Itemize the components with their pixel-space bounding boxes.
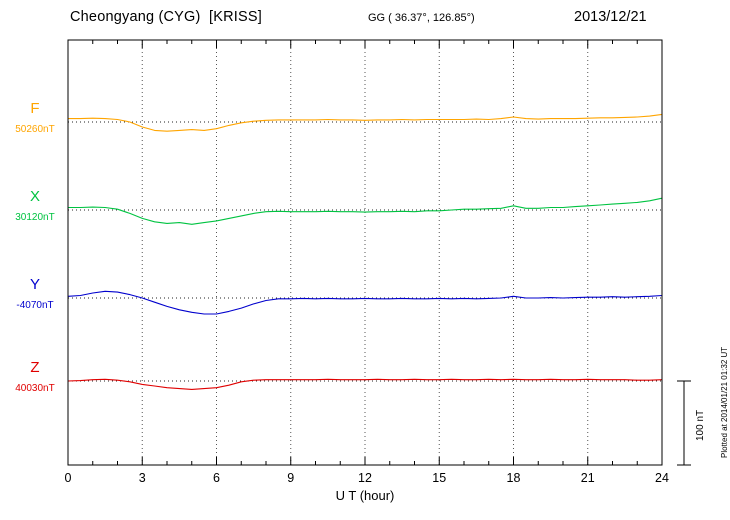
x-tick-label-15: 15: [432, 471, 446, 485]
scale-bar-label: 100 nT: [695, 409, 706, 441]
x-tick-label-24: 24: [655, 471, 669, 485]
plot-dynamic-layer: 0 3 6 9 12 15 18 21 24: [65, 40, 691, 485]
series-line-X: [68, 197, 663, 225]
station-title: Cheongyang (CYG) [KRISS]: [70, 9, 262, 25]
plot-frame: [67, 39, 663, 466]
series-label-z: Z 40030nT: [6, 360, 64, 394]
series-label-y: Y -4070nT: [6, 277, 64, 311]
x-tick-label-21: 21: [581, 471, 595, 485]
x-axis-title: U T (hour): [335, 488, 395, 503]
x-tick-label-12: 12: [358, 471, 372, 485]
series-baseline-value-x: 30120nT: [15, 212, 55, 223]
series-label-f: F 50260nT: [6, 101, 64, 135]
series-line-F: [68, 113, 663, 132]
series-line-Y: [67, 290, 663, 315]
series-line-Z: [67, 378, 663, 390]
x-tick-label-3: 3: [139, 471, 146, 485]
series-name-x: X: [29, 188, 40, 205]
series-name-z: Z: [30, 359, 40, 376]
series-name-y: Y: [29, 276, 40, 293]
x-tick-label-9: 9: [287, 471, 294, 485]
plotted-timestamp-note: Plotted at 2014/01/21 01:32 UT: [720, 346, 729, 459]
series-label-x: X 30120nT: [6, 189, 64, 223]
series-baseline-value-z: 40030nT: [15, 383, 55, 394]
plot-date: 2013/12/21: [574, 9, 647, 25]
series-baseline-value-y: -4070nT: [16, 300, 54, 311]
series-name-f: F: [30, 100, 40, 117]
x-tick-label-6: 6: [213, 471, 220, 485]
series-baseline-value-f: 50260nT: [15, 124, 55, 135]
x-tick-label-18: 18: [507, 471, 521, 485]
x-tick-label-0: 0: [65, 471, 72, 485]
geographic-coordinates: GG ( 36.37°, 126.85°): [368, 12, 475, 24]
